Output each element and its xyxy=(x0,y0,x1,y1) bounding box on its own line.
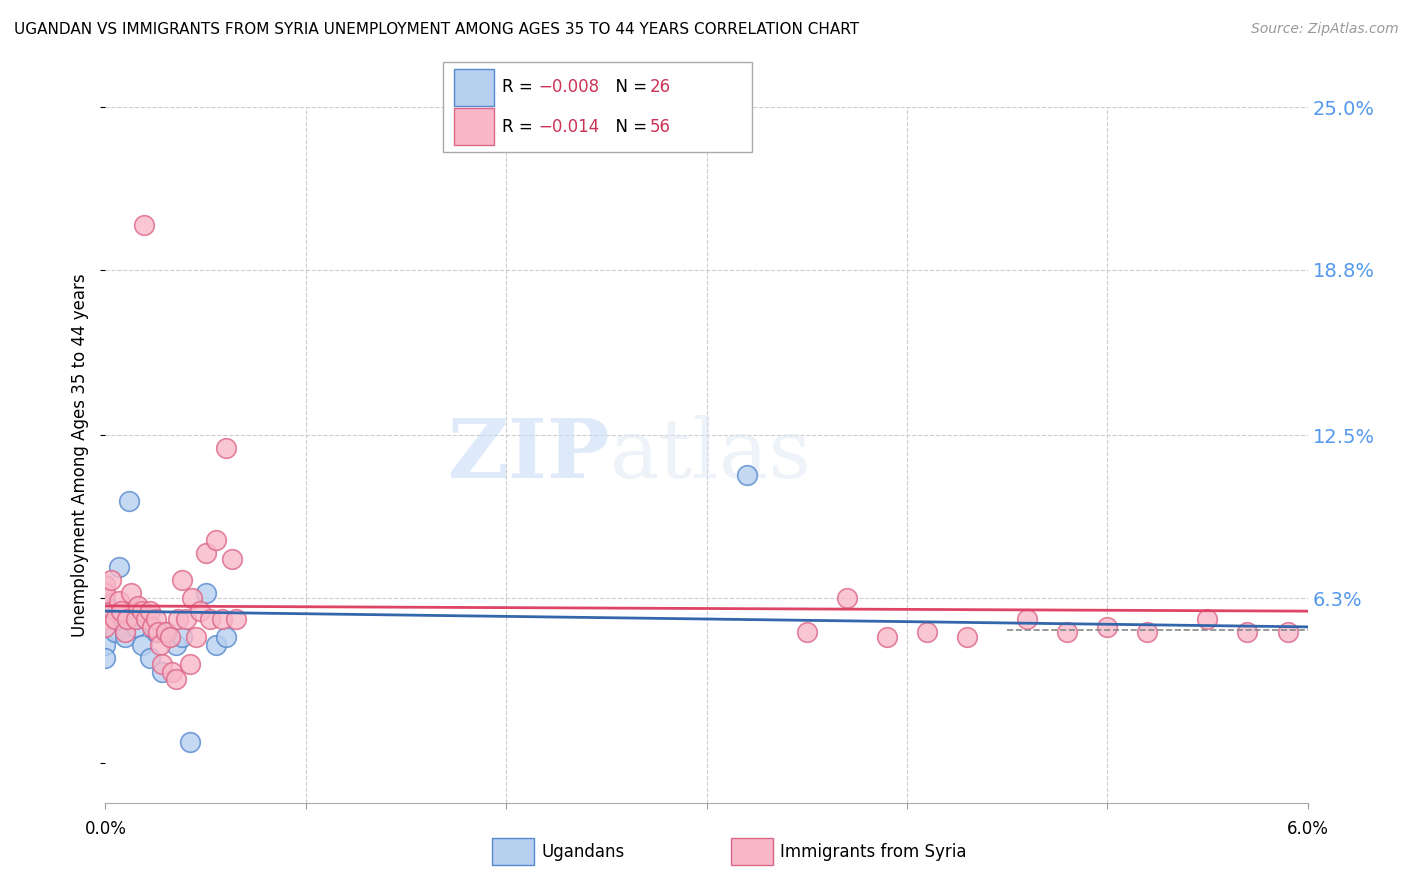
Point xyxy=(835,591,858,605)
Point xyxy=(225,612,247,626)
Point xyxy=(94,599,117,613)
Point xyxy=(956,631,979,645)
Text: Immigrants from Syria: Immigrants from Syria xyxy=(780,843,967,861)
Point xyxy=(110,612,132,626)
Point xyxy=(94,612,117,626)
Text: R =: R = xyxy=(502,78,538,96)
Text: UGANDAN VS IMMIGRANTS FROM SYRIA UNEMPLOYMENT AMONG AGES 35 TO 44 YEARS CORRELAT: UGANDAN VS IMMIGRANTS FROM SYRIA UNEMPLO… xyxy=(14,22,859,37)
Point xyxy=(117,612,139,626)
Point xyxy=(121,586,143,600)
Point xyxy=(188,604,211,618)
Text: atlas: atlas xyxy=(610,415,813,495)
Point xyxy=(214,631,236,645)
Point xyxy=(135,612,157,626)
Point xyxy=(94,651,117,665)
Point xyxy=(100,573,122,587)
Point xyxy=(138,604,160,618)
Point xyxy=(159,631,181,645)
Point xyxy=(131,604,153,618)
Text: Source: ZipAtlas.com: Source: ZipAtlas.com xyxy=(1251,22,1399,37)
Point xyxy=(165,673,187,687)
Point xyxy=(876,631,898,645)
Point xyxy=(94,638,117,652)
Point xyxy=(160,665,183,679)
Point xyxy=(108,593,131,607)
Point xyxy=(150,657,173,671)
Point xyxy=(1316,631,1339,645)
Point xyxy=(735,467,758,482)
Point xyxy=(155,625,177,640)
Point xyxy=(114,620,136,634)
Point xyxy=(94,612,117,626)
Point xyxy=(118,494,141,508)
Point xyxy=(174,612,197,626)
Point xyxy=(131,638,153,652)
Point xyxy=(127,599,149,613)
Point xyxy=(198,612,221,626)
Point xyxy=(1097,620,1119,634)
Point xyxy=(1336,612,1358,626)
Text: N =: N = xyxy=(605,118,652,136)
Point xyxy=(221,551,243,566)
Point xyxy=(194,546,217,560)
Point xyxy=(114,631,136,645)
Point xyxy=(155,625,177,640)
Point xyxy=(94,593,117,607)
Point xyxy=(94,586,117,600)
Y-axis label: Unemployment Among Ages 35 to 44 years: Unemployment Among Ages 35 to 44 years xyxy=(72,273,90,637)
Point xyxy=(796,625,818,640)
Text: N =: N = xyxy=(605,78,652,96)
Point xyxy=(94,604,117,618)
Point xyxy=(110,604,132,618)
Point xyxy=(211,612,233,626)
Point xyxy=(145,612,167,626)
Point xyxy=(124,620,146,634)
Point xyxy=(150,665,173,679)
Point xyxy=(1277,625,1299,640)
Point xyxy=(114,625,136,640)
Point xyxy=(204,638,226,652)
Point xyxy=(145,625,167,640)
Point xyxy=(204,533,226,548)
Point xyxy=(915,625,938,640)
Point xyxy=(170,573,193,587)
Point xyxy=(1197,612,1219,626)
Point xyxy=(124,612,146,626)
Text: −0.014: −0.014 xyxy=(538,118,600,136)
Point xyxy=(138,651,160,665)
Text: ZIP: ZIP xyxy=(447,415,610,495)
Point xyxy=(184,631,207,645)
Point xyxy=(104,625,127,640)
Point xyxy=(132,218,155,232)
Point xyxy=(1015,612,1038,626)
Point xyxy=(180,591,202,605)
Point xyxy=(214,442,236,456)
Point xyxy=(179,735,201,749)
Point xyxy=(165,638,187,652)
Point xyxy=(1357,625,1379,640)
Text: 0.0%: 0.0% xyxy=(84,820,127,838)
Point xyxy=(94,620,117,634)
Point xyxy=(179,657,201,671)
Point xyxy=(1056,625,1078,640)
Point xyxy=(166,612,188,626)
Point xyxy=(1236,625,1258,640)
Point xyxy=(148,638,170,652)
Point xyxy=(170,631,193,645)
Text: R =: R = xyxy=(502,118,538,136)
Point xyxy=(108,559,131,574)
Point xyxy=(1136,625,1159,640)
Point xyxy=(146,625,169,640)
Point xyxy=(94,578,117,592)
Text: 6.0%: 6.0% xyxy=(1286,820,1329,838)
Point xyxy=(141,620,163,634)
Point xyxy=(94,599,117,613)
Text: −0.008: −0.008 xyxy=(538,78,599,96)
Text: 56: 56 xyxy=(650,118,671,136)
Text: Ugandans: Ugandans xyxy=(541,843,624,861)
Point xyxy=(194,586,217,600)
Point xyxy=(135,612,157,626)
Text: 26: 26 xyxy=(650,78,671,96)
Point xyxy=(104,612,127,626)
